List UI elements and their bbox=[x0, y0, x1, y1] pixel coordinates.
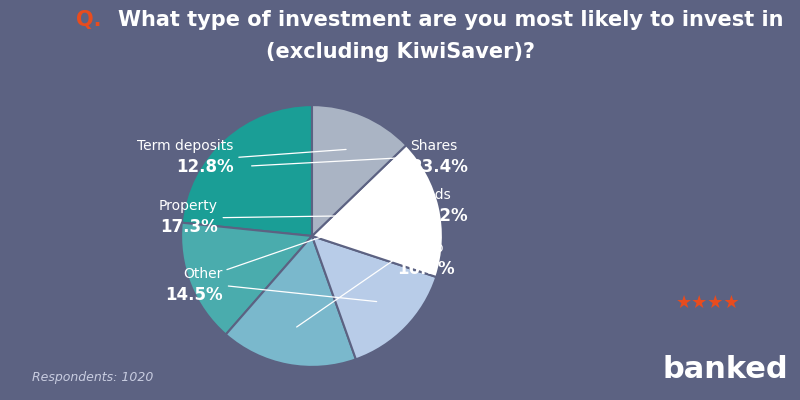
Text: Term deposits: Term deposits bbox=[137, 139, 234, 153]
Wedge shape bbox=[312, 236, 436, 359]
Text: banked: banked bbox=[662, 355, 788, 384]
Wedge shape bbox=[181, 223, 312, 334]
Text: Property: Property bbox=[158, 199, 218, 213]
Text: 12.8%: 12.8% bbox=[176, 158, 234, 176]
Text: Funds: Funds bbox=[410, 188, 451, 202]
Text: Crypto: Crypto bbox=[397, 241, 444, 255]
Text: What type of investment are you most likely to invest in: What type of investment are you most lik… bbox=[118, 10, 784, 30]
Wedge shape bbox=[312, 105, 406, 236]
Wedge shape bbox=[182, 105, 312, 236]
Text: 15.2%: 15.2% bbox=[410, 207, 468, 225]
Text: Shares: Shares bbox=[410, 139, 458, 153]
Text: Respondents: 1020: Respondents: 1020 bbox=[32, 371, 154, 384]
Wedge shape bbox=[226, 236, 356, 367]
Text: ★★★★: ★★★★ bbox=[676, 294, 741, 312]
Text: 14.5%: 14.5% bbox=[166, 286, 223, 304]
Text: 23.4%: 23.4% bbox=[410, 158, 468, 176]
Text: 16.9%: 16.9% bbox=[397, 260, 454, 278]
Text: (excluding KiwiSaver)?: (excluding KiwiSaver)? bbox=[266, 42, 534, 62]
Wedge shape bbox=[312, 145, 443, 277]
Text: Other: Other bbox=[184, 267, 223, 281]
Text: Q.: Q. bbox=[76, 10, 102, 30]
Text: 17.3%: 17.3% bbox=[160, 218, 218, 236]
